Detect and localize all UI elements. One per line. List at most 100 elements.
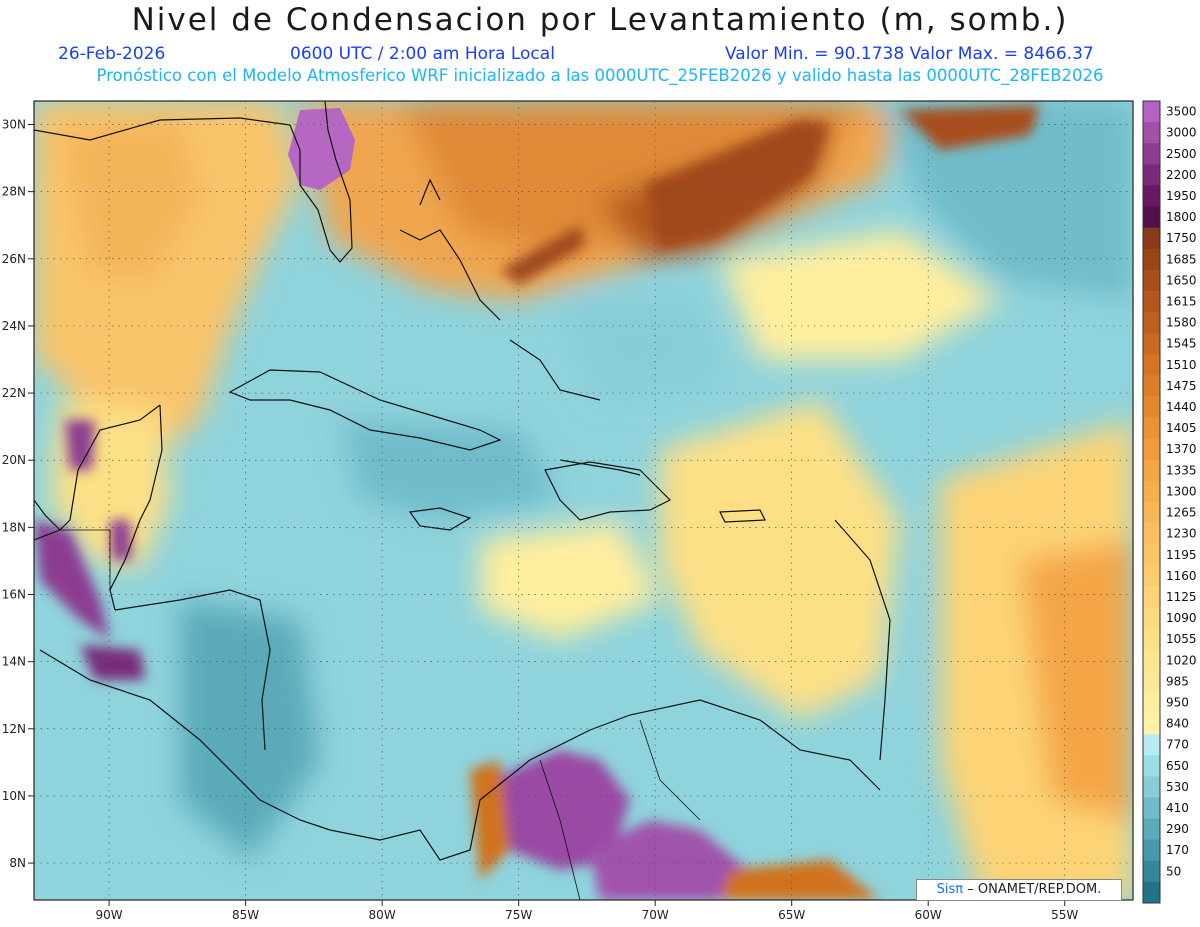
- forecast-date: 26-Feb-2026: [58, 44, 166, 64]
- colorbar-label: 1195: [1166, 548, 1197, 562]
- colorbar-swatch: [1143, 480, 1160, 503]
- colorbar-label: 1800: [1166, 210, 1197, 224]
- lat-tick-label: 8N: [9, 856, 26, 870]
- colorbar-label: 1370: [1166, 442, 1197, 456]
- colorbar-swatch: [1143, 122, 1160, 144]
- colorbar-label: 1055: [1166, 632, 1197, 646]
- colorbar-swatch: [1143, 417, 1160, 440]
- value-min-max: Valor Min. = 90.1738 Valor Max. = 8466.3…: [725, 44, 1094, 64]
- colorbar-swatch: [1143, 290, 1160, 313]
- country-borders: [60, 529, 701, 900]
- colorbar-label: 1545: [1166, 337, 1197, 351]
- colorbar-swatch: [1143, 776, 1160, 798]
- graticule: [34, 101, 1133, 900]
- colorbar-swatch: [1143, 206, 1160, 229]
- lon-tick-label: 90W: [96, 908, 123, 922]
- colorbar-swatch: [1143, 396, 1160, 419]
- lat-tick-label: 26N: [2, 252, 26, 266]
- map-frame: [33, 100, 1134, 901]
- colorbar-swatch: [1143, 459, 1160, 482]
- colorbar-label: 985: [1166, 674, 1189, 688]
- lon-tick-label: 65W: [778, 908, 805, 922]
- colorbar-label: 530: [1166, 780, 1189, 794]
- lon-tick-label: 55W: [1051, 908, 1078, 922]
- colorbar-label: 1615: [1166, 295, 1197, 309]
- colorbar-swatch: [1143, 691, 1160, 714]
- colorbar-label: 1580: [1166, 316, 1197, 330]
- field-extreme-cell: [288, 108, 355, 190]
- lat-tick-label: 12N: [2, 722, 26, 736]
- colorbar-label: 1230: [1166, 527, 1197, 541]
- colorbar-swatch: [1143, 670, 1160, 693]
- colorbar-label: 2500: [1166, 147, 1197, 161]
- lat-tick-label: 30N: [2, 118, 26, 132]
- lat-tick-label: 14N: [2, 655, 26, 669]
- colorbar-label: 650: [1166, 759, 1189, 773]
- colorbar-swatch: [1143, 649, 1160, 672]
- colorbar-label: 1650: [1166, 273, 1197, 287]
- field-broad-zones: [34, 101, 1133, 900]
- colorbar-swatch: [1143, 164, 1160, 186]
- colorbar-label: 950: [1166, 696, 1189, 710]
- axis-ticks: 90W 85W 80W 75W 70W 65W 60W 55W 8N 10N 12N 14N 16N 18…: [2, 118, 1079, 923]
- credit-box: Sisπ – ONAMET/REP.DOM.: [916, 879, 1122, 901]
- colorbar-swatch: [1143, 354, 1160, 376]
- colorbar-label: 1685: [1166, 252, 1197, 266]
- colorbar-swatch: [1143, 713, 1160, 735]
- colorbar-label: 1405: [1166, 421, 1197, 435]
- colorbar-swatch: [1143, 839, 1160, 862]
- colorbar-label: 1125: [1166, 590, 1197, 604]
- colorbar-frame: [1142, 100, 1161, 904]
- colorbar-swatch: [1143, 755, 1160, 777]
- colorbar-swatch: [1143, 101, 1160, 123]
- lat-tick-label: 10N: [2, 789, 26, 803]
- colorbar-swatch: [1143, 269, 1160, 292]
- colorbar-swatch: [1143, 797, 1160, 820]
- lat-tick-label: 20N: [2, 453, 26, 467]
- colorbar-swatch: [1143, 375, 1160, 397]
- colorbar-swatch: [1143, 586, 1160, 609]
- colorbar-label: 170: [1166, 843, 1189, 857]
- colorbar-label: 3000: [1166, 126, 1197, 140]
- colorbar-swatch: [1143, 502, 1160, 524]
- colorbar-swatch: [1143, 860, 1160, 883]
- colorbar-label: 1335: [1166, 463, 1197, 477]
- colorbar-label: 1300: [1166, 484, 1197, 498]
- page-title: Nivel de Condensacion por Levantamiento …: [131, 2, 1069, 38]
- lat-tick-label: 24N: [2, 319, 26, 333]
- colorbar-swatch: [1143, 227, 1160, 250]
- lat-tick-label: 28N: [2, 185, 26, 199]
- colorbar-swatch: [1143, 438, 1160, 461]
- lon-tick-label: 70W: [642, 908, 669, 922]
- colorbar-swatch: [1143, 734, 1160, 756]
- lcl-field: [34, 101, 1133, 900]
- lon-tick-label: 60W: [915, 908, 942, 922]
- colorbar-label: 1090: [1166, 611, 1197, 625]
- lat-tick-label: 18N: [2, 520, 26, 534]
- colorbar-label: 840: [1166, 717, 1189, 731]
- colorbar-label: 1020: [1166, 653, 1197, 667]
- forecast-time: 0600 UTC / 2:00 am Hora Local: [290, 44, 555, 64]
- colorbar-label: 1160: [1166, 569, 1197, 583]
- colorbar-label: 1510: [1166, 358, 1197, 372]
- colorbar-label: 2200: [1166, 168, 1197, 182]
- colorbar-label: 1440: [1166, 400, 1197, 414]
- colorbar-label: 770: [1166, 738, 1189, 752]
- coastlines: [34, 101, 891, 861]
- colorbar-label: 410: [1166, 801, 1189, 815]
- model-subtitle: Pronóstico con el Modelo Atmosferico WRF…: [96, 66, 1104, 85]
- colorbar-swatch: [1143, 333, 1160, 355]
- colorbar-label: 1950: [1166, 189, 1197, 203]
- colorbar-swatch: [1143, 185, 1160, 208]
- colorbar-swatch: [1143, 628, 1160, 651]
- colorbar-swatch: [1143, 523, 1160, 545]
- colorbar-swatch: [1143, 544, 1160, 566]
- lon-tick-label: 75W: [505, 908, 532, 922]
- lon-tick-label: 85W: [232, 908, 259, 922]
- colorbar-label: 1750: [1166, 231, 1197, 245]
- credit-text: – ONAMET/REP.DOM.: [967, 882, 1102, 897]
- lat-tick-label: 16N: [2, 588, 26, 602]
- field-high-cells: [34, 105, 1040, 900]
- colorbar-swatch: [1143, 143, 1160, 165]
